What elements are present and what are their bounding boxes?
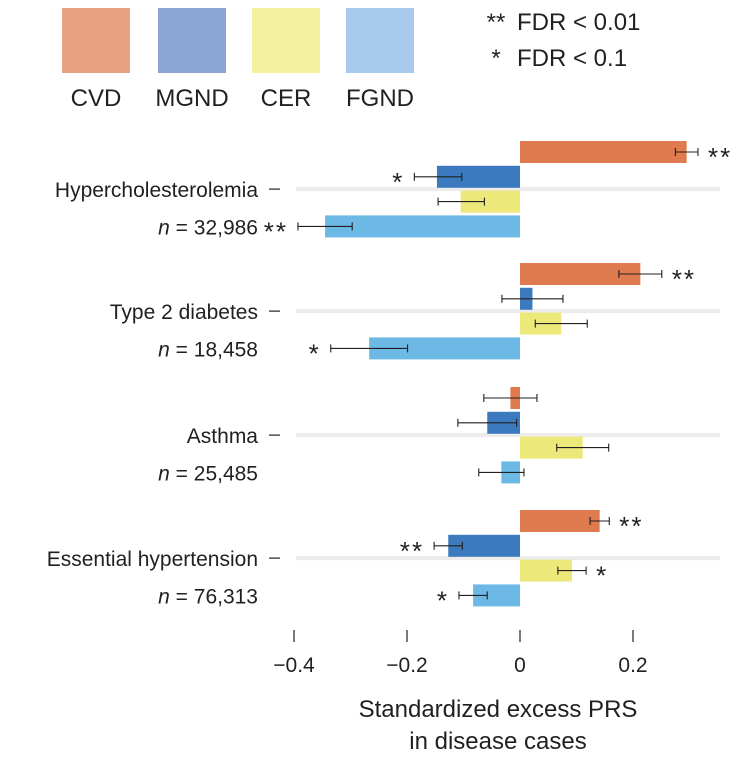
significance-mark: *	[309, 338, 321, 368]
group-n-label: n = 76,313	[158, 585, 258, 608]
significance-mark: *	[392, 167, 404, 197]
group-label-essential-hypertension: Essential hypertension	[47, 548, 258, 571]
group-n-label: n = 25,485	[158, 462, 258, 485]
significance-text: FDR < 0.01	[517, 9, 640, 36]
legend-label-fgnd: FGND	[346, 85, 414, 112]
bar-essential-hypertension-cer	[520, 559, 572, 582]
group-gridlines	[296, 187, 720, 561]
bar-hypercholesterolemia-cvd	[520, 141, 687, 163]
legend: CVD MGND CER FGND ** FDR < 0.01 * FDR < 0.1	[62, 8, 640, 112]
bars: **************	[264, 141, 732, 615]
n-symbol: n	[158, 585, 170, 608]
bar-hypercholesterolemia-cer	[460, 190, 520, 213]
n-value: = 76,313	[170, 585, 258, 608]
bar-hypercholesterolemia-mgnd	[436, 165, 520, 188]
legend-label-mgnd: MGND	[155, 85, 228, 112]
bar-hypercholesterolemia-fgnd	[325, 215, 520, 238]
x-axis: −0.4 −0.2 0 0.2 Standardized excess PRS in di…	[273, 630, 648, 755]
legend-swatch-fgnd	[346, 8, 414, 73]
x-tick-label: 0.2	[618, 654, 647, 677]
group-label-asthma: Asthma	[187, 425, 259, 448]
significance-symbol: **	[487, 9, 506, 36]
x-axis-title: Standardized excess PRS	[359, 696, 638, 723]
legend-swatch-cvd	[62, 8, 130, 73]
bar-essential-hypertension-cvd	[520, 510, 600, 532]
bar-essential-hypertension-mgnd	[448, 534, 520, 557]
legend-swatch-cer	[252, 8, 320, 73]
significance-mark: **	[708, 142, 732, 172]
significance-mark: *	[437, 585, 449, 615]
significance-mark: **	[619, 511, 643, 541]
x-tick-label: −0.2	[386, 654, 427, 677]
n-value: = 18,458	[170, 338, 258, 361]
group-label-hypercholesterolemia: Hypercholesterolemia	[55, 179, 258, 202]
significance-mark: *	[596, 561, 608, 591]
significance-mark: **	[264, 216, 288, 246]
bar-type-2-diabetes-cvd	[520, 263, 641, 285]
significance-mark: **	[400, 536, 424, 566]
n-value: = 25,485	[170, 462, 258, 485]
legend-label-cer: CER	[261, 85, 312, 112]
x-axis-title: in disease cases	[409, 728, 586, 755]
bar-asthma-cer	[520, 436, 583, 459]
group-n-label: n = 32,986	[158, 216, 258, 239]
n-value: = 32,986	[170, 216, 258, 239]
legend-swatch-mgnd	[158, 8, 226, 73]
group-label-type-2-diabetes: Type 2 diabetes	[110, 301, 258, 324]
n-symbol: n	[158, 462, 170, 485]
n-symbol: n	[158, 338, 170, 361]
legend-label-cvd: CVD	[71, 85, 122, 112]
significance-symbol: *	[491, 45, 500, 72]
x-tick-label: 0	[514, 654, 526, 677]
bar-type-2-diabetes-fgnd	[369, 337, 520, 360]
significance-mark: **	[672, 264, 696, 294]
x-tick-label: −0.4	[273, 654, 315, 677]
group-labels: Hypercholesterolemia n = 32,986 Type 2 dia…	[47, 179, 280, 608]
n-symbol: n	[158, 216, 170, 239]
bar-essential-hypertension-fgnd	[473, 584, 520, 607]
group-n-label: n = 18,458	[158, 338, 258, 361]
significance-text: FDR < 0.1	[517, 45, 627, 72]
